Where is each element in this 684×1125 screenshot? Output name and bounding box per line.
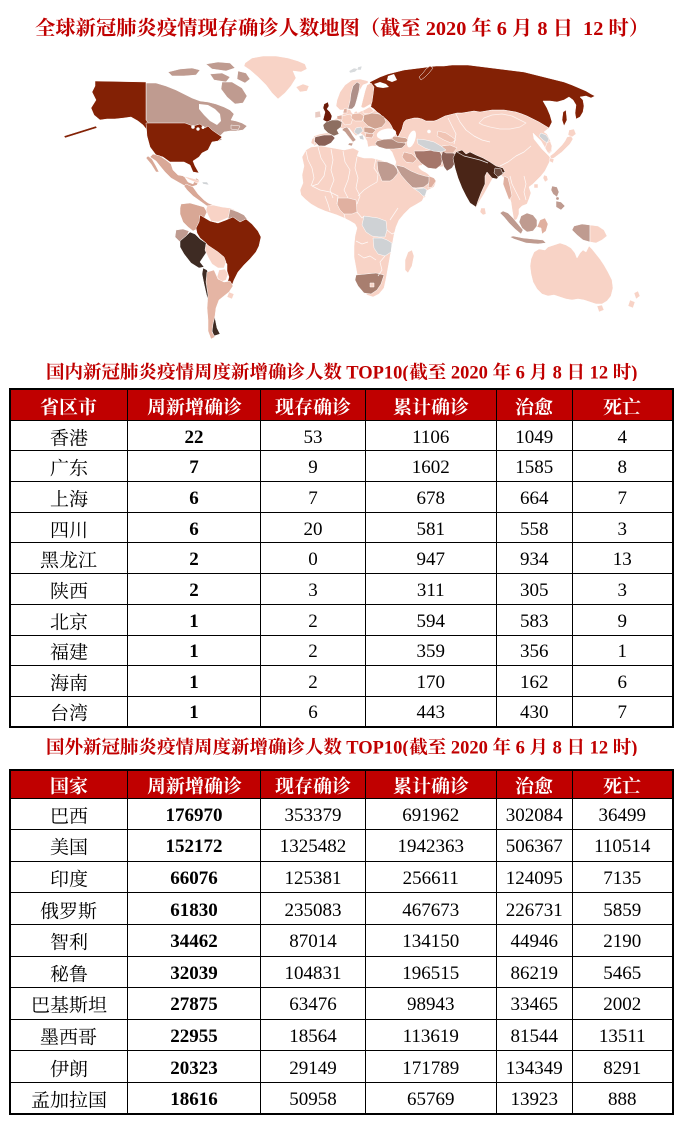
svg-text:TOP10(: TOP10( bbox=[342, 362, 409, 380]
svg-text:2020: 2020 bbox=[447, 362, 493, 380]
svg-text:12: 12 bbox=[573, 17, 609, 36]
svg-text:8: 8 bbox=[548, 362, 566, 380]
svg-text:6: 6 bbox=[511, 737, 529, 755]
svg-text:): ) bbox=[632, 737, 638, 755]
svg-text:12: 12 bbox=[585, 362, 613, 380]
svg-text:8: 8 bbox=[548, 737, 566, 755]
svg-text:): ) bbox=[632, 362, 638, 380]
svg-text:2020: 2020 bbox=[421, 17, 472, 36]
svg-text:8: 8 bbox=[532, 17, 552, 36]
svg-text:6: 6 bbox=[492, 17, 512, 36]
svg-text:TOP10(: TOP10( bbox=[342, 737, 409, 755]
svg-text:6: 6 bbox=[511, 362, 529, 380]
svg-text:12: 12 bbox=[585, 737, 613, 755]
svg-text:2020: 2020 bbox=[447, 737, 493, 755]
